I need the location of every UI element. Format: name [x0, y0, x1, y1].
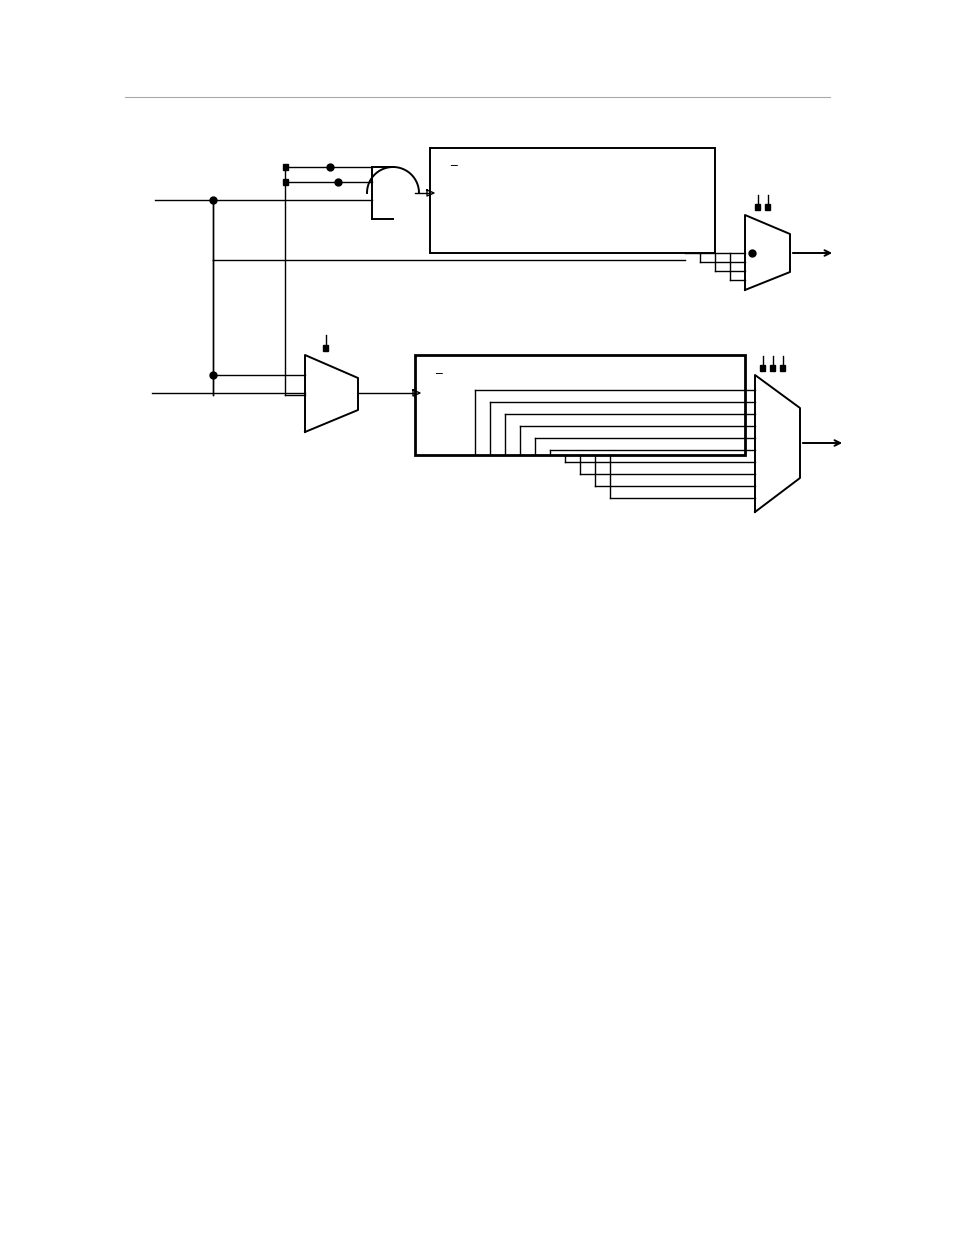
FancyBboxPatch shape [415, 354, 744, 454]
Bar [323, 346, 328, 351]
Bar [770, 366, 775, 370]
FancyBboxPatch shape [430, 148, 714, 253]
Bar [283, 164, 288, 169]
Bar [760, 366, 764, 370]
Text: ─: ─ [450, 161, 456, 170]
Bar [283, 179, 288, 184]
Bar [755, 205, 760, 210]
Text: ─: ─ [435, 368, 441, 378]
Bar [780, 366, 784, 370]
Bar [764, 205, 770, 210]
